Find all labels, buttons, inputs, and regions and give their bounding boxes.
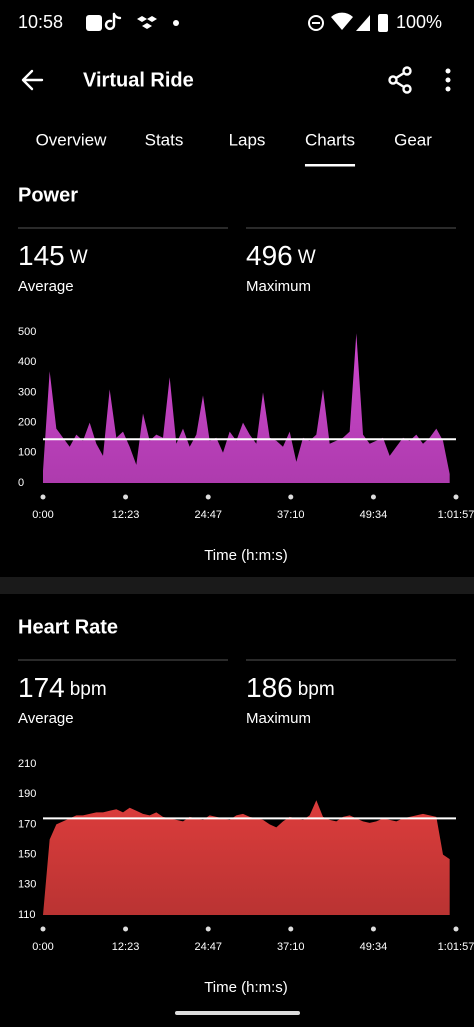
- section-separator: [0, 577, 474, 594]
- y-tick-label: 0: [18, 477, 24, 489]
- stat: 186 bpm: [246, 672, 335, 703]
- stat-label: Average: [18, 710, 74, 727]
- y-tick-label: 400: [18, 356, 36, 368]
- stat: 174 bpm: [18, 672, 107, 703]
- y-tick-label: 210: [18, 758, 36, 770]
- chart-title: Power: [18, 184, 78, 206]
- stat-unit: bpm: [70, 679, 107, 700]
- stat: 145 W: [18, 240, 88, 271]
- x-tick-label: 24:47: [194, 509, 222, 521]
- page-title: Virtual Ride: [83, 69, 194, 91]
- y-tick-label: 300: [18, 386, 36, 398]
- stat: 496 W: [246, 240, 316, 271]
- stat-label: Maximum: [246, 710, 311, 727]
- tab[interactable]: Laps: [229, 130, 266, 149]
- x-tick-label: 37:10: [277, 941, 305, 953]
- x-tick-dot: [453, 926, 459, 932]
- y-tick-label: 100: [18, 447, 36, 459]
- x-tick-label: 49:34: [360, 941, 388, 953]
- x-tick-dot: [205, 926, 211, 932]
- active-tab-indicator: [304, 164, 356, 167]
- x-tick-label: 37:10: [277, 509, 305, 521]
- x-tick-dot: [123, 494, 129, 500]
- y-tick-label: 190: [18, 788, 36, 800]
- share-button[interactable]: [388, 66, 412, 94]
- stat-value: 496: [246, 240, 293, 271]
- area: [43, 333, 450, 483]
- stat-unit: W: [70, 247, 88, 268]
- x-tick-dot: [453, 494, 459, 500]
- x-tick-dot: [123, 926, 129, 932]
- y-tick-label: 110: [18, 909, 36, 921]
- x-tick-label: 49:34: [360, 509, 388, 521]
- x-tick-dot: [40, 926, 46, 932]
- y-tick-label: 170: [18, 818, 36, 830]
- tab-bar: Overview Stats Laps Charts Gear: [36, 130, 432, 167]
- y-tick-label: 130: [18, 879, 36, 891]
- x-tick-dot: [288, 926, 294, 932]
- stat-value: 174: [18, 672, 65, 703]
- tab[interactable]: Stats: [145, 130, 184, 149]
- y-tick-label: 200: [18, 417, 36, 429]
- stat-label: Maximum: [246, 278, 311, 295]
- status-time: 10:58: [18, 12, 63, 32]
- stat-unit: bpm: [298, 679, 335, 700]
- x-tick-dot: [205, 494, 211, 500]
- x-tick-dot: [40, 494, 46, 500]
- x-tick-dot: [370, 926, 376, 932]
- x-tick-label: 24:47: [194, 941, 222, 953]
- stat-value: 145: [18, 240, 65, 271]
- chart-title: Heart Rate: [18, 616, 118, 638]
- x-tick-label: 12:23: [112, 941, 140, 953]
- x-tick-label: 0:00: [32, 941, 53, 953]
- home-indicator: [175, 1011, 300, 1015]
- y-tick-label: 150: [18, 849, 36, 861]
- tab[interactable]: Charts: [305, 130, 355, 149]
- tab[interactable]: Gear: [394, 130, 432, 149]
- x-tick-label: 0:00: [32, 509, 53, 521]
- x-tick-dot: [288, 494, 294, 500]
- x-tick-label: 12:23: [112, 509, 140, 521]
- notification-icons: [86, 12, 179, 31]
- x-tick-label: 1:01:57: [438, 941, 474, 953]
- y-tick-label: 500: [18, 326, 36, 338]
- stat-label: Average: [18, 278, 74, 295]
- battery-level: 100%: [396, 12, 442, 32]
- x-axis-title: Time (h:m:s): [204, 979, 288, 996]
- x-tick-label: 1:01:57: [438, 509, 474, 521]
- back-button[interactable]: [21, 69, 44, 91]
- stat-unit: W: [298, 247, 316, 268]
- area: [43, 800, 450, 915]
- stat-value: 186: [246, 672, 293, 703]
- x-tick-dot: [370, 494, 376, 500]
- x-axis-title: Time (h:m:s): [204, 547, 288, 564]
- system-icons: [308, 12, 388, 32]
- menu-button[interactable]: [445, 68, 451, 92]
- tab[interactable]: Overview: [36, 130, 108, 149]
